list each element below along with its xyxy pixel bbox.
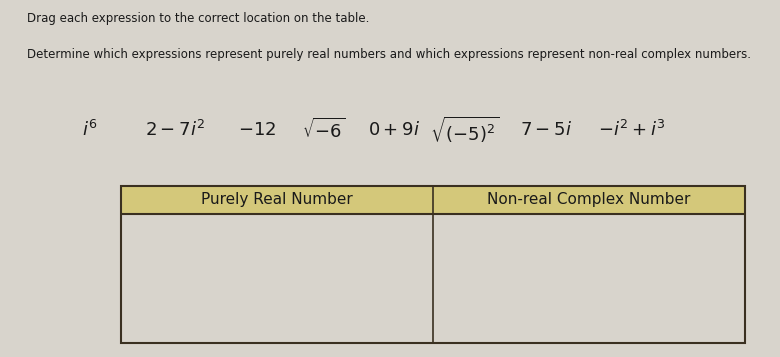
FancyBboxPatch shape [121,186,745,214]
Text: $2 - 7i^2$: $2 - 7i^2$ [145,120,206,140]
Text: $7 - 5i$: $7 - 5i$ [520,121,572,139]
Text: Purely Real Number: Purely Real Number [201,192,353,207]
Text: Drag each expression to the correct location on the table.: Drag each expression to the correct loca… [27,12,370,25]
Text: $i^6$: $i^6$ [82,120,98,140]
Text: $\sqrt{-6}$: $\sqrt{-6}$ [302,118,346,142]
Text: Non-real Complex Number: Non-real Complex Number [488,192,690,207]
Text: $0 + 9i$: $0 + 9i$ [368,121,420,139]
Text: $-12$: $-12$ [238,121,277,139]
Text: $-i^2 + i^3$: $-i^2 + i^3$ [598,120,665,140]
FancyBboxPatch shape [121,186,745,343]
Text: Determine which expressions represent purely real numbers and which expressions : Determine which expressions represent pu… [27,48,751,61]
Text: $\sqrt{(-5)^2}$: $\sqrt{(-5)^2}$ [430,115,498,146]
